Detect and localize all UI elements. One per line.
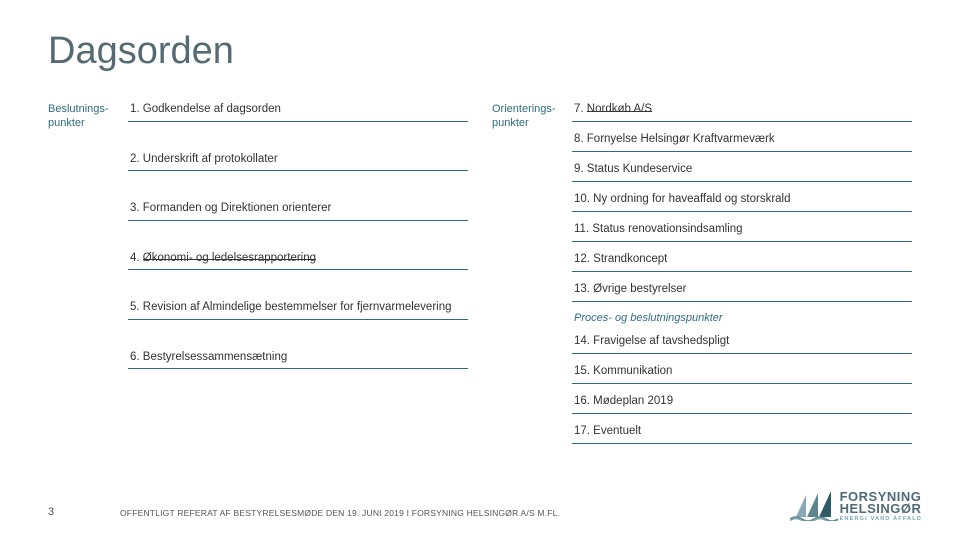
list-item: 1. Godkendelse af dagsorden <box>128 95 468 122</box>
footer-text: OFFENTLIGT REFERAT AF BESTYRELSESMØDE DE… <box>120 508 740 518</box>
list-item: 3. Formanden og Direktionen orienterer <box>128 194 468 221</box>
list-item: 16. Mødeplan 2019 <box>572 387 912 414</box>
decision-points-column: Beslutnings- punkter 1. Godkendelse af d… <box>48 95 468 447</box>
brand-text: FORSYNING HELSINGØR ENERGI VAND AFFALD <box>840 490 922 523</box>
orientation-points-label: Orienterings- punkter <box>492 95 562 447</box>
item-prefix: 4. <box>130 252 143 264</box>
page-title: Dagsorden <box>48 30 912 73</box>
list-item: 2. Underskrift af protokollater <box>128 145 468 172</box>
sail-icon <box>794 491 834 521</box>
struck-text: Økonomi- og ledelsesrapportering <box>143 251 316 267</box>
list-item: 4. Økonomi- og ledelsesrapportering <box>128 244 468 271</box>
list-item: 17. Eventuelt <box>572 417 912 444</box>
list-item: 7. Nordkøb A/S <box>572 95 912 122</box>
list-item: 5. Revision af Almindelige bestemmelser … <box>128 293 468 320</box>
orientation-points-list: 7. Nordkøb A/S 8. Fornyelse Helsingør Kr… <box>572 95 912 447</box>
struck-text: Nordkøb A/S <box>587 102 652 118</box>
agenda-columns: Beslutnings- punkter 1. Godkendelse af d… <box>48 95 912 447</box>
list-item: 6. Bestyrelsessammensætning <box>128 343 468 370</box>
brand-subtitle: ENERGI VAND AFFALD <box>840 517 922 523</box>
orientation-points-column: Orienterings- punkter 7. Nordkøb A/S 8. … <box>492 95 912 447</box>
decision-points-list: 1. Godkendelse af dagsorden 2. Underskri… <box>128 95 468 447</box>
subsection-header: Proces- og beslutningspunkter <box>572 305 912 327</box>
list-item: 12. Strandkoncept <box>572 245 912 272</box>
list-item: 10. Ny ordning for haveaffald og storskr… <box>572 185 912 212</box>
list-item: 15. Kommunikation <box>572 357 912 384</box>
item-prefix: 7. <box>574 103 587 115</box>
brand-logo: FORSYNING HELSINGØR ENERGI VAND AFFALD <box>794 490 922 523</box>
list-item: 9. Status Kundeservice <box>572 155 912 182</box>
list-item: 13. Øvrige bestyrelser <box>572 275 912 302</box>
wave-icon <box>790 515 838 521</box>
page-number: 3 <box>48 506 54 518</box>
brand-line-2: HELSINGØR <box>840 502 922 515</box>
list-item: 8. Fornyelse Helsingør Kraftvarmeværk <box>572 125 912 152</box>
list-item: 11. Status renovationsindsamling <box>572 215 912 242</box>
slide: Dagsorden Beslutnings- punkter 1. Godken… <box>0 0 960 540</box>
decision-points-label: Beslutnings- punkter <box>48 95 118 447</box>
list-item: 14. Fravigelse af tavshedspligt <box>572 327 912 354</box>
